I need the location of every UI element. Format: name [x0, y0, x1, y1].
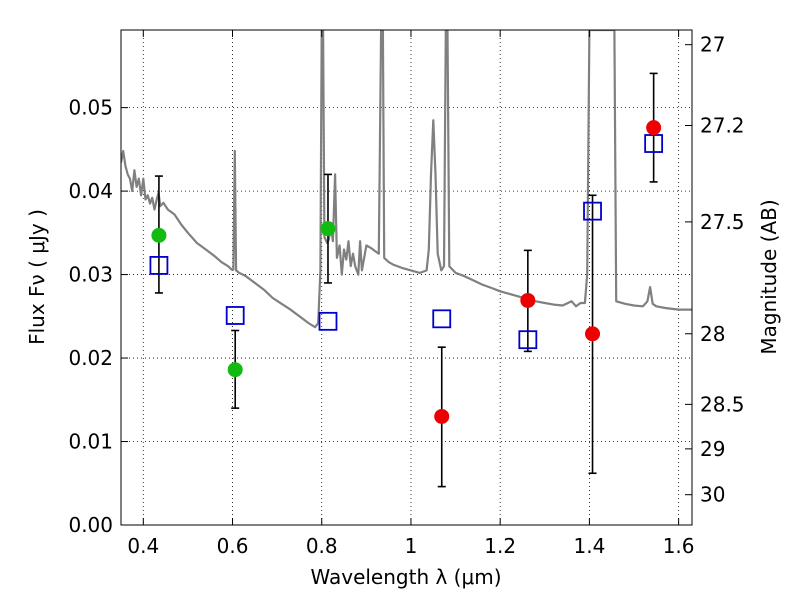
plot-frame [120, 29, 693, 526]
model-square-marker [225, 306, 245, 325]
right-tick-label: 30 [700, 483, 725, 507]
plot-background [121, 30, 692, 525]
observed-point [320, 221, 336, 237]
observed-point [646, 120, 662, 136]
x-tick-label: 0.4 [127, 534, 159, 558]
y-tick-label: 0.00 [68, 513, 113, 537]
observed-photometry-points [151, 120, 662, 424]
model-square-marker [432, 309, 452, 329]
right-tick-label: 29 [700, 437, 725, 461]
grid-lines [121, 30, 692, 526]
model-square-marker [518, 330, 538, 350]
x-tick-label: 1.6 [663, 534, 695, 558]
y-tick-label: 0.04 [68, 179, 113, 203]
observed-point [151, 227, 167, 243]
model-square-marker [149, 255, 169, 275]
x-tick-label: 1.4 [573, 534, 605, 558]
right-tick-label: 28.5 [700, 392, 745, 416]
x-axis-label: Wavelength λ (μm) [310, 565, 501, 589]
x-tick-label: 1.2 [484, 534, 516, 558]
y-tick-label: 0.01 [68, 430, 113, 454]
right-tick-label: 27.5 [700, 210, 745, 234]
axis-ticks [121, 30, 692, 526]
x-tick-label: 1 [405, 534, 418, 558]
right-tick-label: 28 [700, 322, 725, 346]
spectrum-line [121, 30, 692, 329]
y-axis-label: Flux Fν ( μJy ) [25, 209, 49, 345]
right-tick-label: 27.2 [700, 113, 745, 137]
right-tick-label: 27 [700, 33, 725, 57]
x-tick-label: 0.6 [217, 534, 249, 558]
observed-point [227, 362, 243, 378]
y-tick-label: 0.02 [68, 346, 113, 370]
x-tick-labels: 0.4 0.6 0.8 1 1.2 1.4 1.6 [127, 534, 694, 558]
observed-point [434, 408, 450, 424]
model-photometry-squares [149, 134, 664, 350]
right-tick-labels: 27 27.2 27.5 28 28.5 29 30 [700, 33, 745, 507]
model-square-marker [318, 311, 338, 331]
model-square-marker [583, 201, 602, 221]
model-spectrum [121, 30, 692, 329]
observed-point [520, 292, 536, 308]
y-tick-label: 0.05 [68, 96, 113, 120]
observed-point [585, 326, 601, 342]
right-axis-label: Magnitude (AB) [757, 199, 781, 354]
y-tick-label: 0.03 [68, 263, 113, 287]
x-tick-label: 0.8 [306, 534, 338, 558]
y-tick-labels: 0.00 0.01 0.02 0.03 0.04 0.05 [68, 96, 113, 537]
